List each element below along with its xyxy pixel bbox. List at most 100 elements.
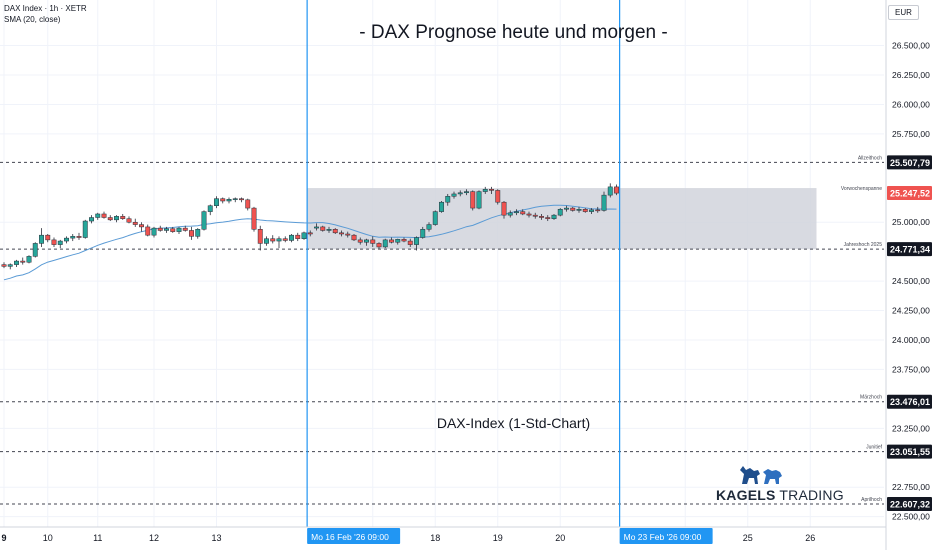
candle-body bbox=[414, 237, 419, 245]
candle-body bbox=[220, 198, 226, 202]
candle-body bbox=[570, 207, 576, 211]
candle-body bbox=[532, 214, 538, 217]
candle-body bbox=[401, 239, 407, 242]
price-level-tag bbox=[887, 155, 932, 170]
candle-body bbox=[370, 239, 376, 244]
candle-body bbox=[214, 198, 219, 206]
chart-subtitle: DAX-Index (1-Std-Chart) bbox=[436, 415, 591, 431]
candle bbox=[226, 197, 232, 204]
x-tick-label: 13 bbox=[211, 533, 221, 543]
candle bbox=[107, 215, 113, 222]
candle bbox=[20, 257, 26, 265]
candle-body bbox=[7, 264, 13, 267]
candle bbox=[232, 197, 238, 203]
price-level-value: 22.607,32 bbox=[890, 500, 930, 510]
candle-body bbox=[395, 239, 401, 243]
candle bbox=[420, 226, 426, 239]
symbol-legend[interactable]: DAX Index · 1h · XETR SMA (20, close) bbox=[4, 3, 87, 25]
candle bbox=[339, 230, 344, 237]
indicator-info[interactable]: SMA (20, close) bbox=[4, 15, 61, 24]
candle-body bbox=[551, 214, 557, 219]
candle bbox=[589, 208, 594, 214]
candle bbox=[245, 198, 251, 211]
candle bbox=[182, 225, 188, 232]
candle bbox=[439, 201, 444, 213]
candle-body bbox=[82, 220, 88, 238]
date-tag bbox=[619, 528, 713, 544]
candle-body bbox=[45, 234, 51, 241]
candle-body bbox=[451, 193, 457, 197]
x-tick-label: 9 bbox=[1, 533, 6, 543]
candle-body bbox=[257, 229, 263, 244]
candle bbox=[332, 228, 338, 234]
candle bbox=[539, 213, 544, 220]
candle-body bbox=[326, 229, 332, 231]
currency-button[interactable]: EUR bbox=[888, 5, 919, 20]
candle bbox=[57, 239, 63, 249]
candle bbox=[7, 263, 13, 270]
candle bbox=[607, 183, 613, 198]
grid-layer bbox=[0, 0, 884, 527]
candle-body bbox=[289, 234, 294, 241]
candle-body bbox=[195, 229, 201, 237]
candle-body bbox=[376, 243, 382, 248]
candle-body bbox=[589, 209, 594, 212]
candle bbox=[214, 196, 219, 209]
candle-body bbox=[614, 186, 619, 194]
candle-body bbox=[151, 227, 157, 236]
candle-body bbox=[301, 232, 307, 239]
candle bbox=[470, 190, 476, 211]
candle-body bbox=[89, 217, 94, 222]
x-tick-label: 12 bbox=[149, 533, 159, 543]
candle bbox=[195, 228, 201, 239]
price-level-value: 25.507,79 bbox=[890, 158, 930, 168]
candle bbox=[101, 211, 107, 219]
y-tick-label: 23.250,00 bbox=[892, 423, 930, 433]
candle-body bbox=[320, 226, 326, 231]
candle-body bbox=[164, 228, 169, 231]
candle bbox=[345, 231, 351, 238]
candle-body bbox=[345, 233, 351, 236]
candle-body bbox=[501, 201, 507, 216]
candle-body bbox=[176, 227, 182, 232]
candle bbox=[289, 233, 294, 243]
candle-body bbox=[564, 207, 569, 210]
candle-body bbox=[476, 191, 482, 209]
candle bbox=[351, 233, 357, 242]
candle bbox=[176, 226, 182, 234]
candle bbox=[276, 236, 282, 249]
price-level-name: Allzeithoch bbox=[858, 155, 882, 161]
candle-body bbox=[207, 205, 213, 212]
price-level-tag bbox=[887, 186, 932, 201]
candle bbox=[382, 238, 388, 249]
candle-body bbox=[270, 238, 276, 242]
candle-body bbox=[76, 236, 82, 238]
candle-body bbox=[120, 216, 126, 219]
candle-body bbox=[482, 188, 488, 192]
candle-body bbox=[245, 199, 251, 209]
candle-body bbox=[145, 226, 151, 236]
price-labels-layer: Allzeithoch 25.507,79 Vorwochenspanne 25.24… bbox=[841, 155, 932, 512]
x-tick-label: 20 bbox=[555, 533, 565, 543]
y-tick-label: 24.250,00 bbox=[892, 306, 930, 316]
candle bbox=[557, 208, 563, 217]
candle-body bbox=[364, 239, 369, 243]
price-level-tag bbox=[887, 394, 932, 409]
candle-body bbox=[432, 211, 438, 225]
candle-body bbox=[357, 239, 363, 243]
date-tag-label: Mo 16 Feb '26 09:00 bbox=[311, 532, 389, 542]
price-level-value: 25.247,52 bbox=[890, 189, 930, 199]
weekly-range-zone bbox=[307, 188, 817, 250]
candle-body bbox=[382, 239, 388, 248]
candle bbox=[295, 232, 301, 242]
candle bbox=[545, 215, 551, 222]
candle bbox=[114, 215, 119, 223]
candle bbox=[520, 209, 526, 216]
symbol-info[interactable]: DAX Index · 1h · XETR bbox=[4, 4, 87, 13]
candle-body bbox=[607, 186, 613, 196]
candle bbox=[370, 236, 376, 247]
price-level-name: Aprilhoch bbox=[861, 497, 882, 503]
candle bbox=[151, 226, 157, 238]
candle-body bbox=[26, 256, 32, 263]
